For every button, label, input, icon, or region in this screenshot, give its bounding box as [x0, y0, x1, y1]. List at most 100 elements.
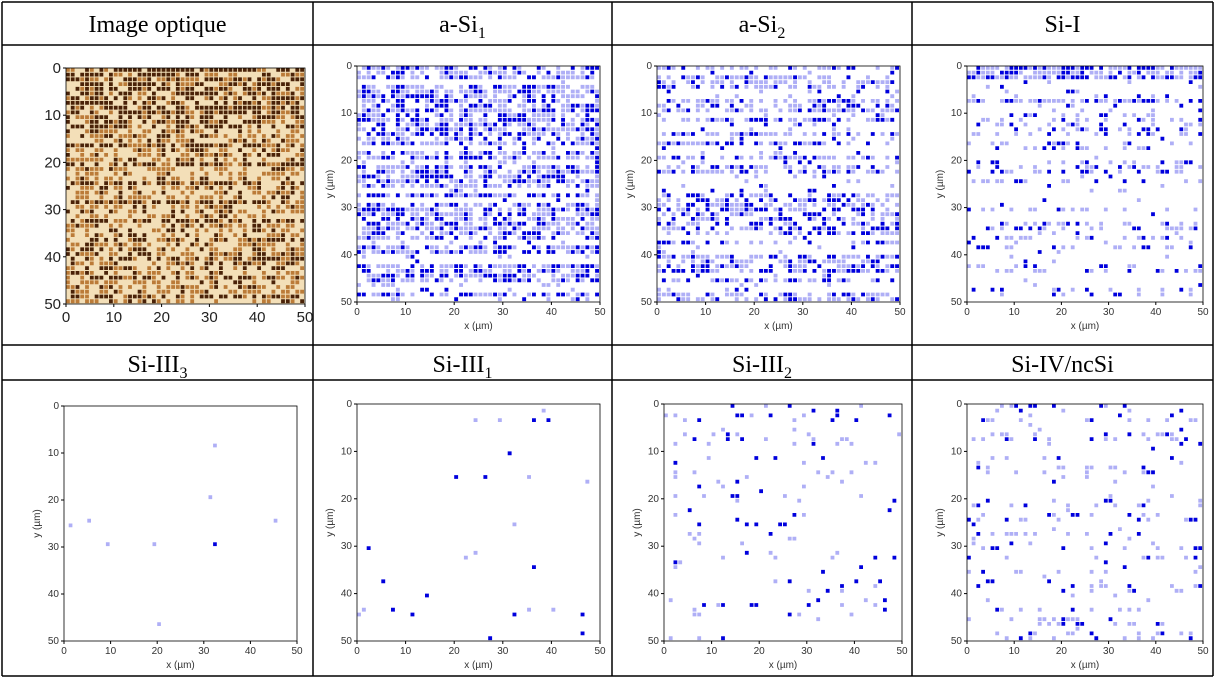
x-tick-label: 50: [297, 309, 314, 326]
y-axis-label: y (µm): [32, 509, 43, 538]
x-tick-label: 0: [661, 646, 667, 657]
plot-texture: [967, 404, 1203, 641]
x-tick-label: 50: [894, 307, 906, 318]
y-tick-label: 20: [641, 155, 653, 166]
y-tick-label: 0: [346, 399, 352, 410]
x-tick-label: 50: [1197, 307, 1209, 318]
y-axis-label: y (µm): [632, 508, 643, 537]
x-tick-label: 10: [400, 307, 412, 318]
y-axis-label: y (µm): [325, 508, 336, 537]
plot-texture: [967, 66, 1203, 297]
y-tick-label: 0: [53, 401, 59, 412]
x-tick-label: 0: [654, 307, 660, 318]
y-tick-label: 30: [648, 541, 660, 552]
y-axis-label: y (µm): [935, 170, 946, 199]
x-axis-label: x (µm): [1071, 321, 1100, 332]
x-tick-label: 50: [1197, 646, 1209, 657]
x-tick-label: 50: [594, 646, 606, 657]
x-tick-label: 40: [245, 646, 257, 657]
column-header: Si-III3: [128, 352, 188, 382]
plot-frame: [65, 67, 306, 305]
plot-frame: [966, 403, 1204, 642]
y-tick-label: 40: [648, 589, 660, 600]
x-tick-label: 40: [846, 307, 858, 318]
x-tick-label: 30: [1103, 646, 1115, 657]
header-subscript: 2: [777, 25, 785, 42]
x-tick-label: 40: [849, 646, 861, 657]
x-tick-label: 20: [1056, 646, 1068, 657]
column-header: a-Si2: [739, 12, 786, 42]
y-tick-label: 50: [951, 297, 963, 308]
x-tick-label: 20: [152, 646, 164, 657]
x-tick-label: 40: [546, 307, 558, 318]
y-tick-label: 10: [44, 107, 61, 124]
plot-frame: [356, 403, 601, 642]
x-tick-label: 0: [354, 307, 360, 318]
column-header: Si-III2: [732, 352, 792, 382]
x-tick-label: 20: [449, 307, 461, 318]
y-tick-label: 50: [951, 636, 963, 647]
x-tick-label: 30: [497, 307, 509, 318]
x-tick-label: 0: [61, 646, 67, 657]
y-axis-label: y (µm): [935, 508, 946, 537]
x-tick-label: 10: [105, 309, 122, 326]
y-tick-label: 20: [951, 155, 963, 166]
y-tick-label: 30: [641, 203, 653, 214]
y-tick-label: 10: [951, 446, 963, 457]
y-tick-label: 0: [346, 61, 352, 72]
y-tick-label: 20: [48, 495, 60, 506]
column-header: Si-IV/ncSi: [1011, 352, 1114, 378]
x-tick-label: 50: [896, 646, 908, 657]
x-axis-label: x (µm): [1071, 660, 1100, 671]
y-tick-label: 40: [44, 249, 61, 266]
plot-frame: [663, 403, 903, 642]
header-text: Si-III: [732, 352, 784, 378]
header-text: Si-III: [128, 352, 180, 378]
y-tick-label: 50: [44, 296, 61, 313]
header-text: a-Si: [739, 12, 778, 38]
y-tick-label: 30: [48, 542, 60, 553]
y-tick-label: 40: [951, 589, 963, 600]
y-tick-label: 10: [648, 446, 660, 457]
header-text: Si-IV/ncSi: [1011, 352, 1114, 378]
x-axis-label: x (µm): [166, 660, 195, 671]
x-tick-label: 40: [1150, 646, 1162, 657]
y-tick-label: 30: [44, 202, 61, 219]
x-tick-label: 10: [706, 646, 718, 657]
plot-texture: [357, 66, 599, 302]
x-tick-label: 20: [1056, 307, 1068, 318]
x-axis-label: x (µm): [464, 660, 493, 671]
x-tick-label: 10: [1009, 646, 1021, 657]
y-tick-label: 50: [341, 297, 353, 308]
x-tick-label: 30: [201, 309, 218, 326]
y-tick-label: 0: [956, 399, 962, 410]
x-tick-label: 30: [198, 646, 210, 657]
y-tick-label: 0: [956, 61, 962, 72]
column-header: Image optique: [89, 12, 227, 38]
plot-texture: [967, 66, 1203, 297]
y-tick-label: 20: [648, 494, 660, 505]
x-tick-label: 30: [801, 646, 813, 657]
plot-texture: [357, 66, 599, 302]
plot-texture: [68, 443, 278, 626]
header-subscript: 2: [784, 365, 792, 382]
y-tick-label: 40: [48, 589, 60, 600]
y-tick-label: 10: [641, 108, 653, 119]
y-tick-label: 50: [641, 297, 653, 308]
header-text: Image optique: [89, 12, 227, 38]
plot-frame: [966, 65, 1204, 303]
y-axis-label: y (µm): [325, 170, 336, 199]
x-tick-label: 0: [964, 646, 970, 657]
plot-frame: [356, 65, 601, 303]
y-tick-label: 30: [341, 203, 353, 214]
y-axis-label: y (µm): [625, 170, 636, 199]
x-axis-label: x (µm): [764, 321, 793, 332]
x-tick-label: 50: [291, 646, 303, 657]
plot-texture: [366, 418, 585, 641]
header-text: a-Si: [439, 12, 478, 38]
x-tick-label: 30: [1103, 307, 1115, 318]
y-tick-label: 20: [951, 494, 963, 505]
y-tick-label: 40: [341, 589, 353, 600]
plot-frame: [656, 65, 901, 303]
